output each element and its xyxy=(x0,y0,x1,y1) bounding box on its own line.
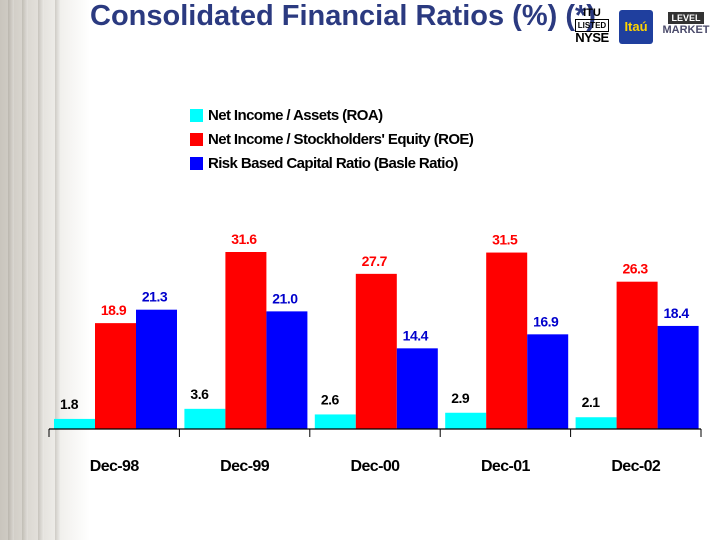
bar-roa-dec-99 xyxy=(184,408,226,429)
x-tick-label-dec-00: Dec-00 xyxy=(351,458,401,475)
bar-basle-dec-98 xyxy=(136,309,177,429)
background-building xyxy=(0,0,90,540)
legend-item-roa: Net Income / Assets (ROA) xyxy=(190,103,473,127)
legend-item-roe: Net Income / Stockholders' Equity (ROE) xyxy=(190,127,474,151)
bar-roe-dec-02 xyxy=(616,281,658,429)
data-label-basle-dec-02: 18.4 xyxy=(663,305,689,321)
level-market-logo: LEVEL MARKET xyxy=(662,12,710,36)
data-label-roa-dec-99: 3.6 xyxy=(190,386,209,402)
legend-swatch-basle xyxy=(190,156,203,170)
bar-roa-dec-01 xyxy=(445,412,487,429)
bar-roe-dec-98 xyxy=(95,323,136,429)
data-label-roa-dec-02: 2.1 xyxy=(582,394,601,410)
bar-basle-dec-02 xyxy=(657,325,699,429)
legend-item-basle: Risk Based Capital Ratio (Basle Ratio) xyxy=(190,151,473,175)
legend-label-roe: Net Income / Stockholders' Equity (ROE) xyxy=(208,130,474,148)
bar-basle-dec-00 xyxy=(396,348,438,429)
data-label-roe-dec-02: 26.3 xyxy=(622,261,648,277)
data-label-basle-dec-98: 21.3 xyxy=(142,289,168,305)
data-label-roe-dec-99: 31.6 xyxy=(231,231,257,247)
legend-swatch-roe xyxy=(190,132,203,146)
data-label-basle-dec-01: 16.9 xyxy=(533,313,559,329)
bar-basle-dec-01 xyxy=(527,334,569,429)
chart-legend: Net Income / Assets (ROA) Net Income / S… xyxy=(190,103,474,175)
x-tick-label-dec-98: Dec-98 xyxy=(90,458,140,475)
bar-roe-dec-00 xyxy=(355,273,397,429)
bar-roe-dec-99 xyxy=(225,252,267,429)
bar-roa-dec-02 xyxy=(575,417,617,429)
data-label-roe-dec-00: 27.7 xyxy=(362,253,388,269)
x-tick-label-dec-01: Dec-01 xyxy=(481,458,531,475)
nyse-logo: ITU LISTED NYSE xyxy=(574,7,610,45)
itau-logo: Itaú xyxy=(619,10,653,44)
bar-roa-dec-98 xyxy=(54,418,95,429)
data-label-roe-dec-01: 31.5 xyxy=(492,232,518,248)
data-label-roa-dec-98: 1.8 xyxy=(60,396,79,412)
legend-label-basle: Risk Based Capital Ratio (Basle Ratio) xyxy=(208,154,458,172)
bar-roa-dec-00 xyxy=(314,414,356,429)
data-label-roa-dec-00: 2.6 xyxy=(321,391,340,407)
bar-roe-dec-01 xyxy=(486,252,528,429)
legend-label-roa: Net Income / Assets (ROA) xyxy=(208,106,383,124)
data-label-basle-dec-00: 14.4 xyxy=(403,327,429,343)
legend-swatch-roa xyxy=(190,108,203,122)
bar-basle-dec-99 xyxy=(266,311,308,429)
data-label-basle-dec-99: 21.0 xyxy=(272,290,298,306)
x-tick-label-dec-99: Dec-99 xyxy=(220,458,270,475)
data-label-roa-dec-01: 2.9 xyxy=(451,390,470,406)
x-tick-label-dec-02: Dec-02 xyxy=(611,458,661,475)
data-label-roe-dec-98: 18.9 xyxy=(101,302,127,318)
page-title: Consolidated Financial Ratios (%) (*) xyxy=(90,0,596,32)
logo-group: ITU LISTED NYSE Itaú LEVEL MARKET xyxy=(570,8,715,48)
